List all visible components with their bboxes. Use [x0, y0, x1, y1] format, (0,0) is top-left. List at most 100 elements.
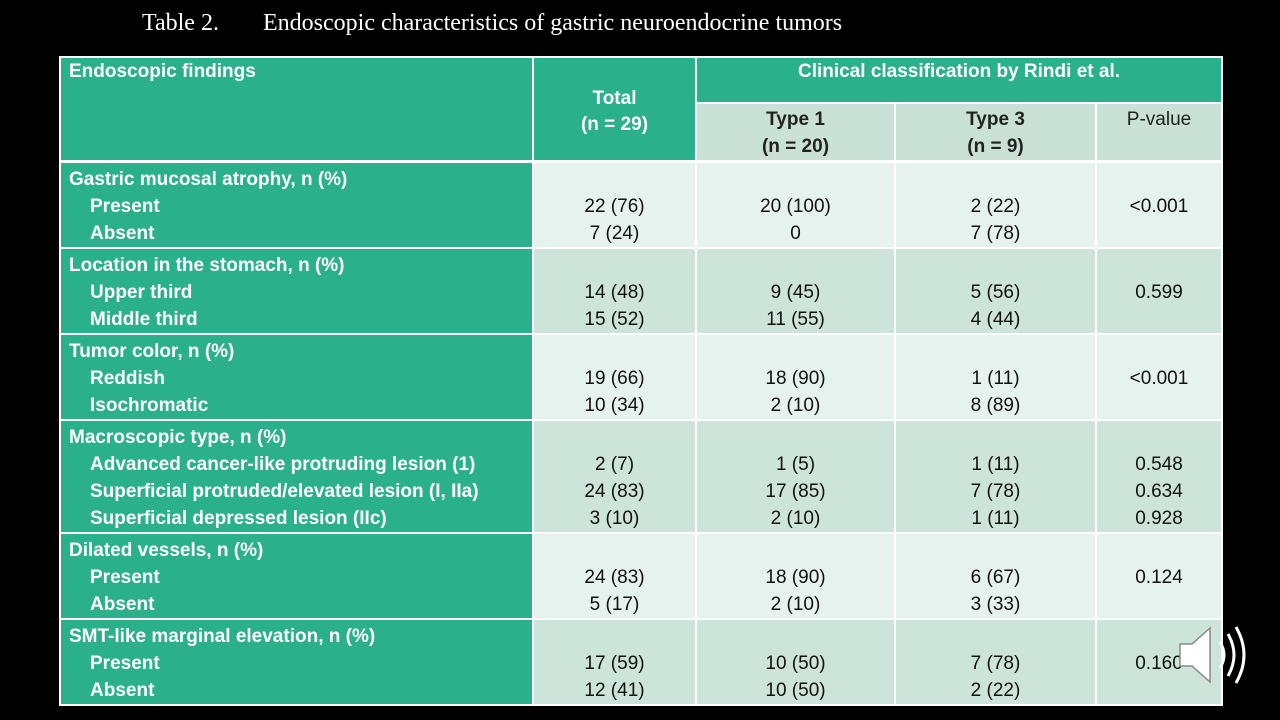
cell-type3: 6 (67) 3 (33): [894, 532, 1097, 620]
cell-value: 2 (10): [770, 508, 821, 529]
cell-total: 19 (66) 10 (34): [532, 333, 697, 421]
cell-value: 0: [790, 223, 801, 244]
cell-value: 1 (5): [775, 454, 816, 475]
cell-pvalue: <0.001: [1095, 160, 1223, 249]
cell-value: 0.599: [1135, 282, 1183, 303]
cell-value: 18 (90): [765, 567, 826, 588]
cell-value: 5 (56): [970, 282, 1021, 303]
header-type1: Type 1 (n = 20): [695, 102, 896, 163]
cell-value: 4 (44): [970, 309, 1021, 330]
category-item: Reddish: [90, 368, 165, 389]
cell-value: 3 (10): [589, 508, 640, 529]
cell-value: <0.001: [1129, 368, 1189, 389]
row-category: SMT-like marginal elevation, n (%) Presen…: [59, 618, 534, 706]
cell-value: 6 (67): [970, 567, 1021, 588]
cell-value: 24 (83): [584, 481, 645, 502]
cell-type1: 10 (50) 10 (50): [695, 618, 896, 706]
header-pvalue: P-value: [1095, 102, 1223, 163]
cell-value: 2 (10): [770, 395, 821, 416]
cell-value: 7 (78): [970, 481, 1021, 502]
table-body: Gastric mucosal atrophy, n (%) Present Abs…: [59, 160, 1223, 706]
category-item: Advanced cancer-like protruding lesion (…: [90, 454, 476, 475]
table-row: SMT-like marginal elevation, n (%) Presen…: [59, 618, 1223, 706]
category-label: Location in the stomach, n (%): [69, 255, 345, 276]
cell-value: 7 (78): [970, 653, 1021, 674]
cell-value: 7 (24): [589, 223, 640, 244]
cell-value: 0.634: [1135, 481, 1183, 502]
cell-value: 0.160: [1135, 653, 1183, 674]
header-total: Total (n = 29): [532, 56, 697, 163]
cell-value: 2 (22): [970, 196, 1021, 217]
speaker-icon[interactable]: [1176, 624, 1252, 686]
cell-value: 20 (100): [760, 196, 831, 217]
cell-value: 17 (59): [584, 653, 645, 674]
category-label: Gastric mucosal atrophy, n (%): [69, 169, 348, 190]
cell-pvalue: <0.001: [1095, 333, 1223, 421]
cell-value: 3 (33): [970, 594, 1021, 615]
cell-value: 22 (76): [584, 196, 645, 217]
cell-value: 10 (50): [765, 653, 826, 674]
cell-type1: 9 (45) 11 (55): [695, 247, 896, 335]
cell-value: 10 (34): [584, 395, 645, 416]
header-findings: Endoscopic findings: [59, 56, 534, 163]
characteristics-table: Endoscopic findings Total (n = 29) Clinic…: [59, 56, 1223, 706]
cell-type1: 18 (90) 2 (10): [695, 333, 896, 421]
category-item: Absent: [90, 223, 155, 244]
row-category: Dilated vessels, n (%) Present Absent: [59, 532, 534, 620]
cell-value: <0.001: [1129, 196, 1189, 217]
table-row: Macroscopic type, n (%) Advanced cancer-l…: [59, 419, 1223, 534]
cell-value: 1 (11): [971, 368, 1020, 389]
category-item: Superficial depressed lesion (IIc): [90, 508, 387, 529]
cell-value: 5 (17): [589, 594, 640, 615]
cell-type1: 1 (5) 17 (85) 2 (10): [695, 419, 896, 534]
cell-value: 14 (48): [584, 282, 645, 303]
cell-value: 2 (7): [594, 454, 635, 475]
category-item: Middle third: [90, 309, 198, 330]
table-row: Gastric mucosal atrophy, n (%) Present Abs…: [59, 160, 1223, 249]
cell-value: 9 (45): [770, 282, 821, 303]
table-row: Tumor color, n (%) Reddish Isochromatic 19 …: [59, 333, 1223, 421]
category-label: Dilated vessels, n (%): [69, 540, 264, 561]
table-title: Table 2. Endoscopic characteristics of ga…: [142, 10, 842, 37]
category-label: Macroscopic type, n (%): [69, 427, 287, 448]
row-category: Gastric mucosal atrophy, n (%) Present Abs…: [59, 160, 534, 249]
cell-value: 1 (11): [971, 508, 1020, 529]
table-number: Table 2.: [142, 10, 219, 36]
cell-value: 10 (50): [765, 680, 826, 701]
cell-type1: 20 (100) 0: [695, 160, 896, 249]
row-category: Location in the stomach, n (%) Upper thir…: [59, 247, 534, 335]
cell-pvalue: 0.124: [1095, 532, 1223, 620]
cell-value: 1 (11): [971, 454, 1020, 475]
cell-value: 19 (66): [584, 368, 645, 389]
cell-value: 2 (10): [770, 594, 821, 615]
category-label: Tumor color, n (%): [69, 341, 235, 362]
cell-value: 8 (89): [970, 395, 1021, 416]
cell-total: 22 (76) 7 (24): [532, 160, 697, 249]
cell-type1: 18 (90) 2 (10): [695, 532, 896, 620]
cell-type3: 7 (78) 2 (22): [894, 618, 1097, 706]
cell-value: 15 (52): [584, 309, 645, 330]
cell-total: 2 (7) 24 (83) 3 (10): [532, 419, 697, 534]
header-type3: Type 3 (n = 9): [894, 102, 1097, 163]
cell-value: 11 (55): [766, 309, 825, 330]
cell-type3: 5 (56) 4 (44): [894, 247, 1097, 335]
cell-value: 2 (22): [970, 680, 1021, 701]
cell-total: 14 (48) 15 (52): [532, 247, 697, 335]
category-item: Present: [90, 196, 160, 217]
cell-value: 24 (83): [584, 567, 645, 588]
table-row: Location in the stomach, n (%) Upper thir…: [59, 247, 1223, 335]
category-item: Superficial protruded/elevated lesion (I…: [90, 481, 479, 502]
cell-value: 0.548: [1135, 454, 1183, 475]
cell-type3: 1 (11) 7 (78) 1 (11): [894, 419, 1097, 534]
category-item: Present: [90, 653, 160, 674]
cell-value: 12 (41): [584, 680, 645, 701]
category-item: Upper third: [90, 282, 193, 303]
category-item: Present: [90, 567, 160, 588]
category-label: SMT-like marginal elevation, n (%): [69, 626, 376, 647]
header-classification: Clinical classification by Rindi et al.: [695, 56, 1223, 104]
cell-value: 7 (78): [970, 223, 1021, 244]
cell-value: 0.928: [1135, 508, 1183, 529]
cell-pvalue: 0.548 0.634 0.928: [1095, 419, 1223, 534]
category-item: Absent: [90, 594, 155, 615]
cell-value: 17 (85): [765, 481, 826, 502]
